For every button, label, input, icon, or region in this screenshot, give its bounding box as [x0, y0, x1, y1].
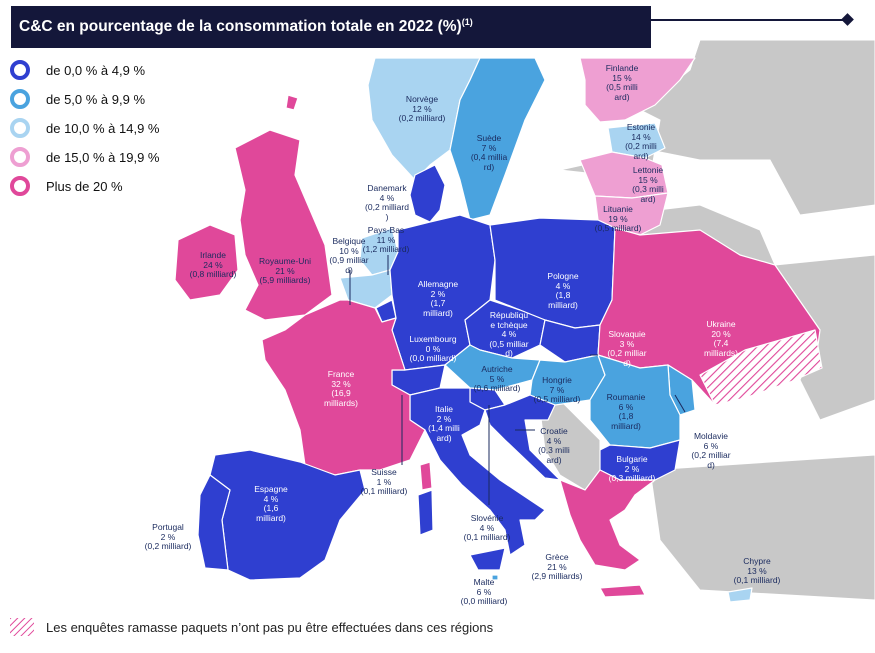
- legend-swatch-icon: [10, 89, 30, 109]
- label-slovenie: Slovénie 4 % (0,1 milliard): [463, 513, 511, 543]
- label-lituanie: Lituanie 19 % (0,5 milliard): [594, 204, 642, 234]
- country-uk: [234, 129, 333, 321]
- country-finland: [579, 57, 696, 123]
- label-royaumeuni: Royaume-Uni 21 % (5,9 milliards): [259, 256, 311, 286]
- page-title: C&C en pourcentage de la consommation to…: [19, 17, 473, 36]
- country-croatia: [484, 394, 561, 481]
- legend-swatch-icon: [10, 176, 30, 196]
- country-italy: [409, 387, 546, 556]
- label-luxembourg: Luxembourg 0 % (0,0 milliard): [409, 334, 457, 364]
- label-malte: Malte 6 % (0,0 milliard): [460, 577, 508, 607]
- island-crete: [599, 584, 646, 598]
- legend-swatch-icon: [10, 60, 30, 80]
- label-tcheque: Républiqu e tchèque 4 % (0,5 milliar d): [489, 310, 529, 359]
- label-allemagne: Allemagne 2 % (1,7 milliard): [417, 279, 459, 318]
- legend-item-10-15: de 10,0 % à 14,9 %: [10, 118, 159, 138]
- country-portugal: [197, 474, 231, 571]
- label-espagne: Espagne 4 % (1,6 milliard): [254, 484, 288, 523]
- leader-lines: [349, 255, 686, 505]
- legend-swatch-icon: [10, 147, 30, 167]
- label-irlande: Irlande 24 % (0,8 milliard): [189, 250, 237, 280]
- north-africa: [330, 585, 560, 615]
- label-croatie: Croatie 4 % (0,3 milli ard): [538, 426, 570, 465]
- legend-item-20-plus: Plus de 20 %: [10, 176, 123, 196]
- island-malta: [491, 574, 499, 581]
- label-pologne: Pologne 4 % (1,8 milliard): [547, 271, 579, 310]
- island-iceland-small: [285, 94, 299, 111]
- ukraine-not-surveyed: [699, 329, 823, 406]
- island-corsica: [419, 461, 433, 491]
- label-finlande: Finlande 15 % (0,5 milli ard): [605, 63, 639, 102]
- legend-item-15-20: de 15,0 % à 19,9 %: [10, 147, 159, 167]
- title-footnote-marker: (1): [461, 17, 473, 27]
- legend-label: Plus de 20 %: [46, 178, 123, 194]
- country-france: [261, 299, 426, 476]
- title-rule: [651, 19, 848, 21]
- label-estonie: Estonie 14 % (0,2 milli ard): [625, 122, 657, 161]
- label-italie: Italie 2 % (1,4 milli ard): [428, 404, 460, 443]
- label-suisse: Suisse 1 % (0,1 milliard): [360, 467, 408, 497]
- legend-label: de 5,0 % à 9,9 %: [46, 91, 146, 107]
- legend-item-5-10: de 5,0 % à 9,9 %: [10, 89, 145, 109]
- turkey: [649, 454, 875, 601]
- country-greece: [559, 469, 656, 571]
- label-danemark: Danemark 4 % (0,2 milliard): [365, 183, 409, 222]
- label-portugal: Portugal 2 % (0,2 milliard): [144, 522, 192, 552]
- label-moldavie: Moldavie 6 % (0,2 milliar d): [691, 431, 731, 470]
- country-denmark: [409, 164, 446, 223]
- label-hongrie: Hongrie 7 % (0,5 milliard): [533, 375, 581, 405]
- label-belgique: Belgique 10 % (0,9 milliar d): [329, 236, 369, 275]
- title-main: C&C en pourcentage de la consommation to…: [19, 18, 462, 36]
- label-ukraine: Ukraine 20 % (7,4 milliards): [704, 319, 738, 358]
- countries: [174, 57, 823, 603]
- island-sardinia: [417, 489, 434, 536]
- label-roumanie: Roumanie 6 % (1,8 milliard): [606, 392, 646, 431]
- country-slovakia: [539, 319, 601, 363]
- label-lettonie: Lettonie 15 % (0,3 milli ard): [632, 165, 664, 204]
- country-sweden: [449, 57, 546, 221]
- legend-label: de 10,0 % à 14,9 %: [46, 120, 160, 136]
- label-chypre: Chypre 13 % (0,1 milliard): [733, 556, 781, 586]
- label-suede: Suède 7 % (0,4 millia rd): [470, 133, 508, 172]
- label-grece: Grèce 21 % (2,9 milliards): [531, 552, 583, 582]
- legend-swatch-icon: [10, 118, 30, 138]
- label-autriche: Autriche 5 % (0,6 milliard): [473, 364, 521, 394]
- country-estonia: [607, 122, 666, 159]
- hatch-swatch-icon: [10, 618, 34, 636]
- legend-label: de 0,0 % à 4,9 %: [46, 62, 146, 78]
- country-cyprus: [727, 587, 753, 603]
- legend-label: de 15,0 % à 19,9 %: [46, 149, 160, 165]
- label-france: France 32 % (16,9 milliards): [324, 369, 358, 408]
- label-paysbas: Pays-Bas 11 % (1,2 milliard): [362, 225, 410, 255]
- island-sicily: [469, 547, 506, 571]
- label-bulgarie: Bulgarie 2 % (0,3 milliard): [608, 454, 656, 484]
- label-slovaquie: Slovaquie 3 % (0,2 milliar d): [607, 329, 647, 368]
- label-norvege: Norvège 12 % (0,2 milliard): [398, 94, 446, 124]
- legend-item-0-5: de 0,0 % à 4,9 %: [10, 60, 145, 80]
- title-bar: [11, 6, 651, 48]
- footnote-text: Les enquêtes ramasse paquets n’ont pas p…: [46, 619, 494, 635]
- footnote: Les enquêtes ramasse paquets n’ont pas p…: [10, 618, 493, 636]
- country-ireland: [174, 224, 239, 301]
